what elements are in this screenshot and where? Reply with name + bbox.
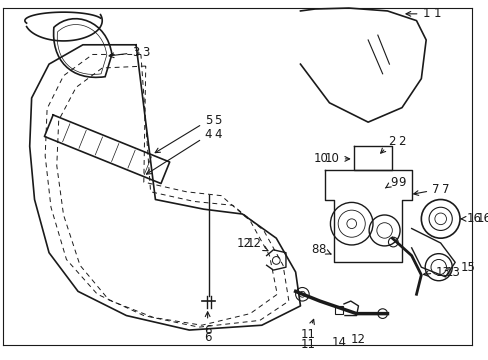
- Text: 16: 16: [460, 212, 481, 225]
- Text: 7: 7: [413, 183, 439, 196]
- Text: 2: 2: [380, 135, 395, 153]
- Text: 9: 9: [385, 176, 397, 189]
- Text: 6: 6: [203, 312, 211, 337]
- Text: 8: 8: [311, 243, 318, 256]
- Text: 16: 16: [476, 212, 488, 225]
- Text: 5: 5: [155, 114, 212, 153]
- Text: 8: 8: [317, 243, 330, 256]
- Text: 12: 12: [236, 237, 251, 249]
- Text: 1: 1: [405, 7, 429, 21]
- Text: 2: 2: [397, 135, 405, 148]
- Text: 6: 6: [203, 331, 211, 344]
- Text: 11: 11: [300, 338, 315, 351]
- Text: 5: 5: [214, 114, 222, 127]
- Text: 4: 4: [146, 128, 212, 174]
- Text: 4: 4: [214, 128, 222, 141]
- Bar: [335, 306, 342, 314]
- Text: 10: 10: [313, 152, 327, 165]
- Text: 3: 3: [142, 46, 149, 59]
- Text: 15: 15: [459, 261, 474, 274]
- Text: 3: 3: [109, 46, 140, 59]
- Text: 1: 1: [433, 7, 441, 21]
- Text: 13: 13: [423, 266, 450, 279]
- Text: 9: 9: [397, 176, 405, 189]
- Text: 12: 12: [246, 237, 267, 251]
- Text: 12: 12: [350, 333, 365, 346]
- Text: 7: 7: [441, 183, 448, 196]
- Text: 14: 14: [331, 336, 346, 349]
- Text: 13: 13: [445, 266, 460, 279]
- Text: 10: 10: [324, 152, 349, 165]
- Text: 11: 11: [300, 319, 315, 341]
